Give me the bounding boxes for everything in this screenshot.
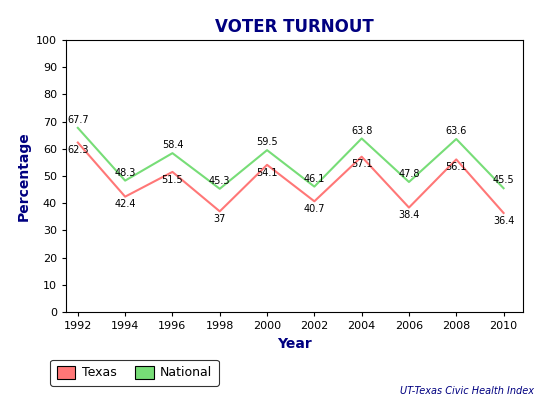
Text: 48.3: 48.3: [114, 168, 136, 178]
Text: 46.1: 46.1: [304, 174, 325, 184]
Text: 38.4: 38.4: [398, 210, 420, 220]
Text: 45.5: 45.5: [493, 176, 514, 186]
Legend: Texas, National: Texas, National: [50, 360, 218, 386]
Y-axis label: Percentage: Percentage: [16, 131, 30, 221]
Text: UT-Texas Civic Health Index: UT-Texas Civic Health Index: [399, 386, 534, 396]
Text: 63.8: 63.8: [351, 126, 372, 136]
Text: 40.7: 40.7: [304, 204, 325, 214]
Text: 59.5: 59.5: [256, 137, 278, 147]
Text: 57.1: 57.1: [351, 160, 372, 170]
Text: 58.4: 58.4: [162, 140, 183, 150]
Text: 36.4: 36.4: [493, 216, 514, 226]
Text: 54.1: 54.1: [256, 168, 278, 178]
Text: 62.3: 62.3: [67, 145, 89, 155]
Text: 67.7: 67.7: [67, 115, 89, 125]
Text: 63.6: 63.6: [446, 126, 467, 136]
Text: 45.3: 45.3: [209, 176, 230, 186]
Text: 37: 37: [213, 214, 226, 224]
X-axis label: Year: Year: [277, 336, 312, 350]
Text: 47.8: 47.8: [398, 169, 420, 179]
Text: 42.4: 42.4: [114, 200, 136, 210]
Title: VOTER TURNOUT: VOTER TURNOUT: [215, 18, 373, 36]
Text: 51.5: 51.5: [162, 175, 183, 185]
Text: 56.1: 56.1: [446, 162, 467, 172]
